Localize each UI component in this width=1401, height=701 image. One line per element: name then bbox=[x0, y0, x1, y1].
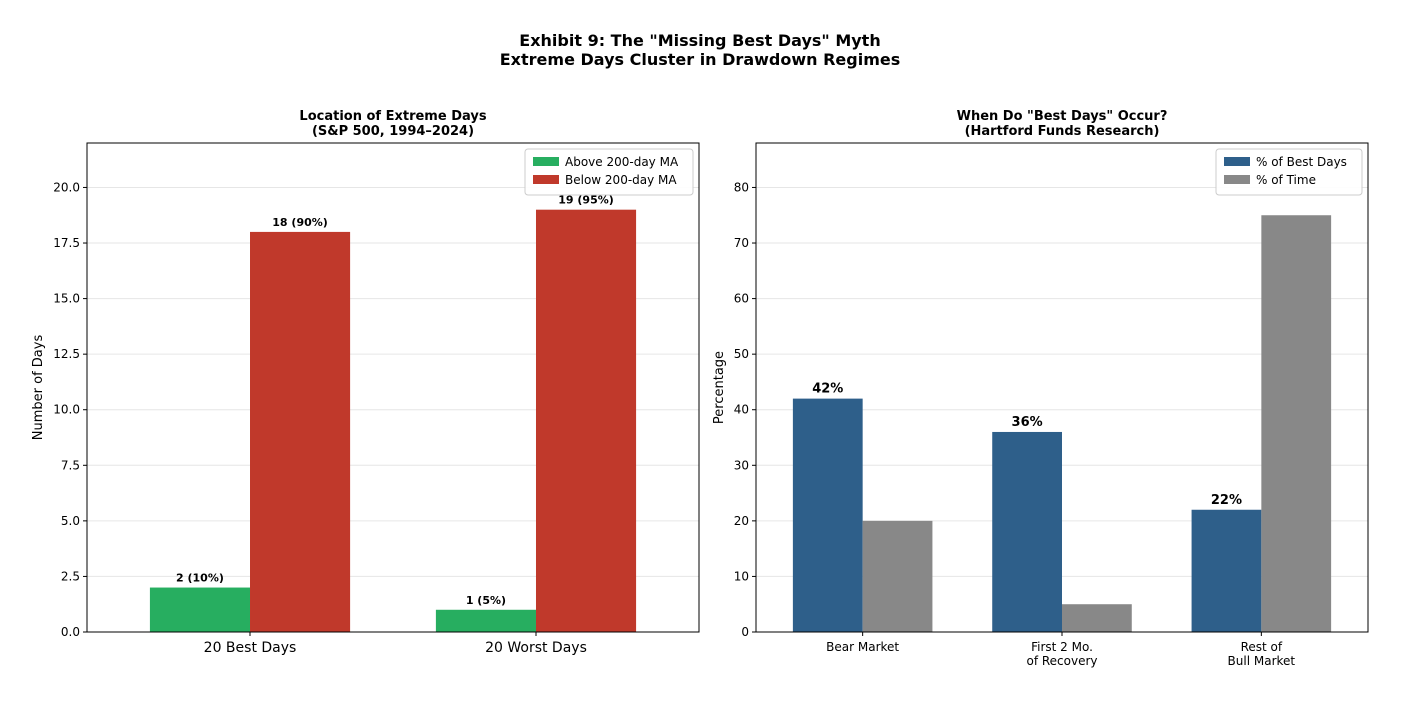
legend-label: % of Best Days bbox=[1256, 155, 1347, 169]
bar bbox=[250, 231, 351, 632]
legend-swatch bbox=[1224, 175, 1250, 184]
chart-extreme-days: Location of Extreme Days (S&P 500, 1994–… bbox=[31, 109, 700, 656]
category-layer: 20 Best Days 20 Worst Days bbox=[204, 640, 587, 656]
y-axis-label: Percentage bbox=[712, 351, 727, 424]
chart-title-line1: Location of Extreme Days bbox=[299, 109, 486, 124]
y-tick-label: 40 bbox=[734, 403, 749, 417]
y-tick-label: 2.5 bbox=[61, 569, 80, 583]
y-tick-label: 12.5 bbox=[53, 347, 80, 361]
y-tick-label: 20 bbox=[734, 514, 749, 528]
bar-data-label: 36% bbox=[1012, 415, 1043, 430]
y-tick-label: 60 bbox=[734, 292, 749, 306]
chart-best-days-occurrence: When Do "Best Days" Occur? (Hartford Fun… bbox=[712, 109, 1369, 668]
legend-label: Above 200-day MA bbox=[565, 155, 679, 169]
legend: % of Best Days % of Time bbox=[1215, 148, 1363, 196]
data-label-layer: 42% 36% 22% bbox=[812, 382, 1242, 508]
bar bbox=[435, 609, 536, 632]
y-tick-label: 80 bbox=[734, 180, 749, 194]
bar bbox=[1261, 215, 1332, 632]
tick-layer: 0 10 20 30 40 50 60 70 80 bbox=[734, 180, 1262, 639]
legend: Above 200-day MA Below 200-day MA bbox=[524, 148, 694, 196]
y-tick-label: 10 bbox=[734, 569, 749, 583]
legend-box bbox=[524, 148, 694, 196]
legend-swatch bbox=[1224, 157, 1250, 166]
legend-swatch bbox=[533, 175, 559, 184]
y-tick-label: 7.5 bbox=[61, 458, 80, 472]
data-label-layer: 2 (10%) 18 (90%) 1 (5%) 19 (95%) bbox=[176, 194, 614, 607]
legend-label: Below 200-day MA bbox=[565, 173, 677, 187]
bar bbox=[149, 587, 251, 632]
y-tick-label: 15.0 bbox=[53, 292, 80, 306]
legend-swatch bbox=[533, 157, 559, 166]
y-tick-label: 17.5 bbox=[53, 236, 80, 250]
x-tick-label: of Recovery bbox=[1026, 654, 1097, 668]
y-tick-label: 70 bbox=[734, 236, 749, 250]
x-tick-label: Bull Market bbox=[1228, 654, 1296, 668]
x-tick-label: First 2 Mo. bbox=[1031, 640, 1093, 654]
tick-layer: 0.0 2.5 5.0 7.5 10.0 12.5 15.0 17.5 20.0 bbox=[53, 180, 537, 639]
bar-layer bbox=[149, 209, 637, 632]
bar bbox=[1062, 604, 1132, 632]
x-tick-label: Rest of bbox=[1241, 640, 1283, 654]
y-tick-label: 10.0 bbox=[53, 403, 80, 417]
bar-data-label: 22% bbox=[1211, 493, 1242, 508]
x-tick-label: 20 Best Days bbox=[204, 640, 297, 656]
bar-data-label: 1 (5%) bbox=[466, 594, 506, 607]
y-tick-label: 5.0 bbox=[61, 514, 80, 528]
x-tick-label: Bear Market bbox=[826, 640, 899, 654]
legend-box bbox=[1215, 148, 1363, 196]
chart-title-line2: (Hartford Funds Research) bbox=[965, 124, 1160, 139]
y-tick-label: 30 bbox=[734, 458, 749, 472]
category-layer: Bear Market First 2 Mo.of Recovery Rest of… bbox=[826, 640, 1295, 668]
plot-frame bbox=[86, 142, 700, 633]
y-tick-label: 20.0 bbox=[53, 180, 80, 194]
bar bbox=[535, 209, 637, 632]
suptitle-line1: Exhibit 9: The "Missing Best Days" Myth bbox=[519, 31, 880, 50]
y-tick-label: 0 bbox=[741, 625, 749, 639]
y-tick-label: 0.0 bbox=[61, 625, 80, 639]
bar bbox=[992, 431, 1062, 632]
grid-layer bbox=[87, 186, 699, 633]
bar-data-label: 2 (10%) bbox=[176, 572, 224, 585]
y-tick-label: 50 bbox=[734, 347, 749, 361]
bar-data-label: 19 (95%) bbox=[558, 194, 614, 207]
bar-data-label: 18 (90%) bbox=[272, 216, 328, 229]
bar bbox=[1191, 509, 1262, 632]
x-tick-label: 20 Worst Days bbox=[485, 640, 587, 656]
y-axis-label: Number of Days bbox=[31, 335, 46, 441]
suptitle-line2: Extreme Days Cluster in Drawdown Regimes bbox=[500, 50, 900, 69]
legend-label: % of Time bbox=[1256, 173, 1316, 187]
bar-data-label: 42% bbox=[812, 382, 843, 397]
bar bbox=[862, 520, 933, 632]
bar-layer bbox=[792, 215, 1332, 632]
bar bbox=[792, 398, 863, 632]
chart-title-line1: When Do "Best Days" Occur? bbox=[957, 109, 1168, 124]
chart-title-line2: (S&P 500, 1994–2024) bbox=[312, 124, 474, 139]
